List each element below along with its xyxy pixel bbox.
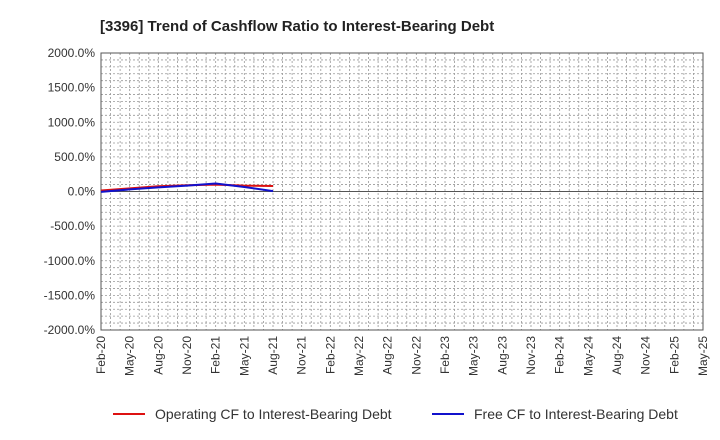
y-tick-label: 1500.0% <box>48 81 96 95</box>
x-tick-label: May-22 <box>352 336 366 376</box>
x-tick-label: Nov-21 <box>295 336 309 375</box>
x-tick-label: May-25 <box>696 336 710 376</box>
y-tick-label: 1000.0% <box>48 115 96 129</box>
legend-label-1: Operating CF to Interest-Bearing Debt <box>155 406 392 422</box>
x-tick-label: Feb-22 <box>323 336 337 374</box>
chart-title: [3396] Trend of Cashflow Ratio to Intere… <box>100 18 494 35</box>
x-tick-label: Feb-23 <box>438 336 452 374</box>
x-tick-label: May-23 <box>467 336 481 376</box>
y-tick-label: 0.0% <box>68 185 96 199</box>
legend: Operating CF to Interest-Bearing Debt Fre… <box>113 406 678 422</box>
x-tick-label: May-21 <box>237 336 251 376</box>
y-axis: 2000.0% 1500.0% 1000.0% 500.0% 0.0% -500.0% -1… <box>44 46 96 337</box>
y-tick-label: 500.0% <box>54 150 95 164</box>
x-tick-label: Nov-24 <box>639 336 653 375</box>
x-tick-label: Aug-22 <box>381 336 395 375</box>
x-tick-label: Feb-25 <box>667 336 681 374</box>
x-tick-label: Feb-21 <box>209 336 223 374</box>
y-tick-label: 2000.0% <box>48 46 96 60</box>
x-tick-label: Feb-24 <box>553 336 567 374</box>
grid <box>101 52 703 331</box>
y-tick-label: -2000.0% <box>44 323 96 337</box>
series-group <box>100 182 274 193</box>
legend-label-2: Free CF to Interest-Bearing Debt <box>474 406 678 422</box>
x-tick-label: Aug-20 <box>151 336 165 375</box>
y-tick-label: -1000.0% <box>44 254 96 268</box>
x-tick-label: Feb-20 <box>94 336 108 374</box>
x-tick-label: Aug-24 <box>610 336 624 375</box>
x-tick-label: Nov-23 <box>524 336 538 375</box>
x-tick-label: Nov-22 <box>409 336 423 375</box>
x-tick-label: Nov-20 <box>180 336 194 375</box>
y-tick-label: -1500.0% <box>44 288 96 302</box>
x-tick-label: May-24 <box>581 336 595 376</box>
x-tick-label: Aug-23 <box>495 336 509 375</box>
y-tick-label: -500.0% <box>50 219 95 233</box>
x-axis: Feb-20 May-20 Aug-20 Nov-20 Feb-21 May-21 Aug-… <box>94 336 710 376</box>
x-tick-label: May-20 <box>123 336 137 376</box>
x-tick-label: Aug-21 <box>266 336 280 375</box>
